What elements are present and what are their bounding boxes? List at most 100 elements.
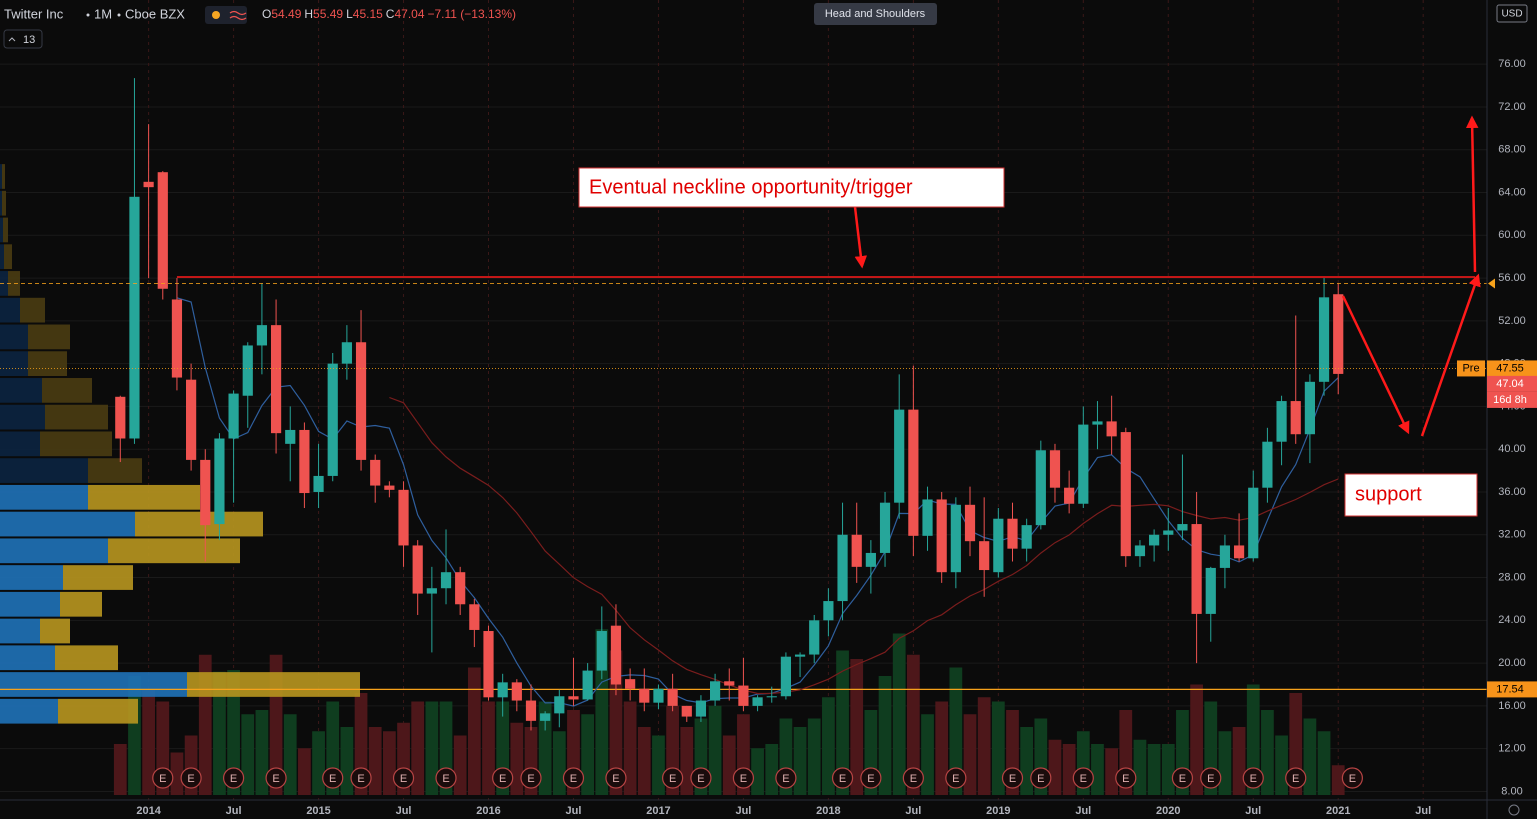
candle-body [313,475,324,492]
settings-icon[interactable] [1508,804,1520,816]
indicator-toggle[interactable] [3,29,43,49]
earnings-label: E [669,773,676,785]
profile-up [0,351,28,377]
earnings-marker[interactable] [690,767,712,789]
y-tick-label: 52.00 [1498,315,1526,327]
profile-up [0,217,3,243]
earnings-marker[interactable] [1072,767,1094,789]
candle-body [1120,432,1131,557]
delay-icon [229,10,247,21]
earnings-marker[interactable] [350,767,372,789]
volume-bar [1317,731,1331,795]
earnings-label: E [867,773,874,785]
ohlc-key: L [346,7,353,21]
earnings-label: E [357,773,364,785]
earnings-marker[interactable] [662,767,684,789]
earnings-marker[interactable] [435,767,457,789]
candle-body [270,325,282,434]
support-price: 17.54 [1496,683,1524,695]
candle-body [639,688,650,703]
candle-body [879,502,891,553]
x-tick-label: 2014 [136,805,161,817]
profile-up [0,672,187,697]
earnings-marker[interactable] [1200,767,1222,789]
candle-body [625,679,636,689]
x-tick-label: 2020 [1156,805,1180,817]
y-tick-label: 32.00 [1498,529,1526,541]
candle-body [936,499,947,573]
status-icons[interactable] [205,6,247,24]
volume-bar [467,667,481,795]
earnings-marker[interactable] [152,767,174,789]
volume-bar [1161,744,1175,795]
earnings-marker[interactable] [520,767,542,789]
earnings-marker[interactable] [860,767,882,789]
earnings-marker[interactable] [392,767,415,789]
earnings-label: E [740,773,747,785]
candle-body [1078,424,1089,504]
volume-bar [1147,744,1161,795]
volume-bar [609,650,623,795]
premarket-price: 47.55 [1496,362,1524,374]
volume-bar [1218,731,1232,795]
earnings-label: E [230,773,237,785]
volume-bar [892,633,906,795]
volume-bar [1261,710,1274,795]
profile-up [0,484,88,510]
annotation-arrows [853,115,1481,437]
earnings-marker[interactable] [775,767,797,789]
earnings-marker[interactable] [1001,767,1024,789]
earnings-marker[interactable] [492,767,514,789]
earnings-label: E [839,773,846,785]
candle-body [228,393,239,439]
earnings-marker[interactable] [1341,767,1363,789]
earnings-marker[interactable] [605,767,627,789]
earnings-label: E [1179,773,1186,785]
price-change: −7.11 (−13.13%) [428,7,517,21]
earnings-marker[interactable] [1171,767,1194,789]
y-tick-label: 72.00 [1498,101,1526,113]
x-tick-label: Jul [566,805,582,817]
x-tick-label: 2021 [1326,805,1350,817]
y-tick-label: 20.00 [1498,657,1526,669]
volume-bar [1133,739,1147,795]
volume-bar [1020,727,1034,795]
earnings-marker[interactable] [1115,767,1137,789]
earnings-marker[interactable] [1242,767,1264,789]
x-tick-label: Jul [226,805,242,817]
x-tick-label: Jul [1415,805,1431,817]
candle-body [794,654,806,657]
candle-body [327,363,338,476]
profile-up [0,190,2,216]
volume-bar [765,744,779,795]
y-tick-label: 76.00 [1498,58,1526,70]
profile-down [42,378,92,403]
earnings-marker[interactable] [1030,767,1052,789]
x-tick-label: 2015 [306,805,330,817]
earnings-marker[interactable] [902,767,924,789]
candle-body [582,670,593,700]
earnings-marker[interactable] [265,767,287,789]
candle-body [667,688,678,706]
candle-body [157,172,168,289]
profile-down [2,164,5,189]
candle-body [242,345,253,396]
interval: 1M [94,6,112,21]
annotation-box [1344,473,1478,517]
earnings-marker[interactable] [562,767,585,789]
candle-body [1290,401,1301,435]
profile-up [0,324,28,350]
currency-box[interactable] [1496,4,1528,23]
earnings-marker[interactable] [222,767,245,789]
volume-bar [227,670,240,795]
symbol: Twitter Inc [4,6,64,21]
earnings-marker[interactable] [322,767,344,789]
earnings-marker[interactable] [1285,767,1307,789]
candle-body [1134,545,1146,557]
earnings-marker[interactable] [831,767,854,789]
profile-down [28,351,67,377]
earnings-marker[interactable] [732,767,755,789]
earnings-marker[interactable] [180,767,202,789]
earnings-marker[interactable] [945,767,967,789]
